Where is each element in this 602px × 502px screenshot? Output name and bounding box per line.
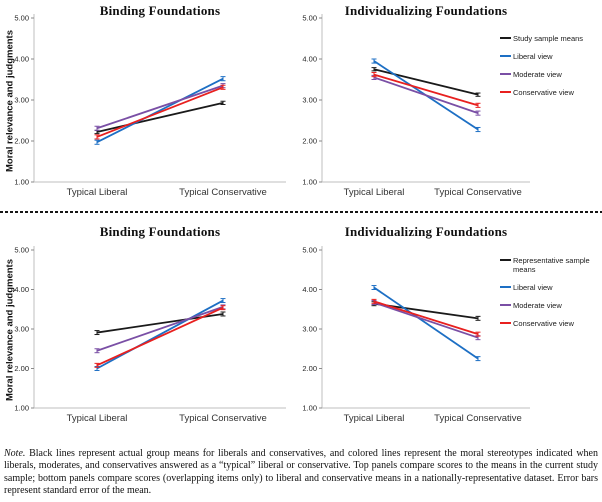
y-tick-label: 2.00 (302, 364, 317, 373)
line-chart-binding-study: 5.00 4.00 3.00 2.00 1.00 Typical Liberal Typic… (14, 14, 286, 198)
panel-title: Binding Foundations (99, 3, 221, 18)
bottom-row: Binding Foundations Moral relevance and … (0, 220, 602, 444)
x-category-label: Typical Conservative (179, 413, 267, 424)
legend-line-swatch (500, 322, 511, 324)
series-line (96, 299, 224, 370)
legend-item: Conservative view (500, 88, 600, 97)
y-tick-label: 4.00 (302, 285, 317, 294)
series-line (373, 286, 479, 360)
legend-representative: Representative sample means Liberal view M… (500, 256, 600, 337)
y-tick-label: 4.00 (302, 55, 317, 64)
top-row: Binding Foundations Moral relevance and … (0, 0, 602, 211)
legend-item: Moderate view (500, 70, 600, 79)
legend-label: Conservative view (513, 88, 574, 97)
legend-label: Conservative view (513, 319, 574, 328)
y-tick-label: 5.00 (14, 14, 29, 23)
y-tick-label: 4.00 (14, 285, 29, 294)
panel-title: Individualizing Foundations (344, 3, 508, 18)
x-category-label: Typical Liberal (67, 413, 128, 424)
legend-line-swatch (500, 37, 511, 39)
legend-line-swatch (500, 73, 511, 75)
legend-label: Liberal view (513, 283, 553, 292)
legend-item: Moderate view (500, 301, 600, 310)
series-line (96, 306, 224, 352)
x-category-label: Typical Conservative (434, 413, 522, 424)
y-tick-label: 3.00 (302, 96, 317, 105)
legend-study: Study sample means Liberal view Moderate v… (500, 34, 600, 106)
note-label: Note. (4, 448, 26, 459)
panel-individualizing-study: Individualizing Foundations 5.00 4.00 3.00… (300, 0, 602, 211)
panel-binding-study: Binding Foundations Moral relevance and … (0, 0, 300, 211)
y-tick-label: 3.00 (14, 325, 29, 334)
x-category-label: Typical Liberal (67, 187, 128, 198)
legend-label: Representative sample means (513, 256, 590, 274)
legend-label: Moderate view (513, 301, 562, 310)
legend-label: Study sample means (513, 34, 584, 43)
y-tick-label: 1.00 (302, 178, 317, 187)
line-chart-binding-representative: 5.00 4.00 3.00 2.00 1.00 Typical Liberal Typic… (14, 246, 286, 424)
y-tick-label: 2.00 (14, 137, 29, 146)
y-tick-label: 4.00 (14, 55, 29, 64)
panel-title: Binding Foundations (99, 224, 221, 239)
legend-line-swatch (500, 259, 511, 261)
legend-label: Liberal view (513, 52, 553, 61)
legend-item: Conservative view (500, 319, 600, 328)
series-line (373, 301, 479, 339)
note-text: Black lines represent actual group means… (4, 448, 598, 497)
y-tick-label: 5.00 (14, 246, 29, 255)
y-tick-label: 1.00 (302, 404, 317, 413)
legend-line-swatch (500, 286, 511, 288)
y-tick-label: 1.00 (14, 404, 29, 413)
x-category-label: Typical Conservative (179, 187, 267, 198)
line-chart-individualizing-study: 5.00 4.00 3.00 2.00 1.00 Typical Liberal Typic… (302, 14, 530, 198)
legend-label: Moderate view (513, 70, 562, 79)
x-category-label: Typical Liberal (344, 187, 405, 198)
note: Note. Black lines represent actual group… (4, 448, 598, 498)
line-chart-individualizing-representative: 5.00 4.00 3.00 2.00 1.00 Typical Liberal Typic… (302, 246, 530, 424)
panel-binding-representative: Binding Foundations Moral relevance and … (0, 220, 300, 444)
x-category-label: Typical Liberal (344, 413, 405, 424)
y-tick-label: 2.00 (14, 364, 29, 373)
y-tick-label: 1.00 (14, 178, 29, 187)
series-line (96, 101, 224, 133)
series-line (373, 300, 479, 335)
legend-line-swatch (500, 304, 511, 306)
dashed-divider (0, 211, 602, 213)
series-line (96, 84, 224, 130)
legend-line-swatch (500, 55, 511, 57)
y-tick-label: 3.00 (302, 325, 317, 334)
x-category-label: Typical Conservative (434, 187, 522, 198)
y-tick-label: 3.00 (14, 96, 29, 105)
series-line (96, 306, 224, 367)
series-line (373, 73, 479, 107)
legend-line-swatch (500, 91, 511, 93)
series-line (373, 76, 479, 114)
y-tick-label: 2.00 (302, 137, 317, 146)
y-tick-label: 5.00 (302, 246, 317, 255)
panel-individualizing-representative: Individualizing Foundations 5.00 4.00 3.00… (300, 220, 602, 444)
legend-item: Study sample means (500, 34, 600, 43)
panel-title: Individualizing Foundations (344, 224, 508, 239)
legend-item: Liberal view (500, 52, 600, 61)
legend-item: Liberal view (500, 283, 600, 292)
series-line (96, 86, 224, 138)
legend-item: Representative sample means (500, 256, 600, 274)
series-line (96, 77, 224, 144)
y-tick-label: 5.00 (302, 14, 317, 23)
